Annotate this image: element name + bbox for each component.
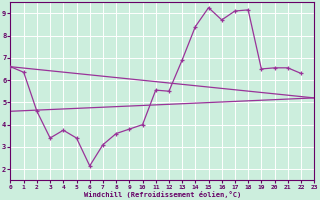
X-axis label: Windchill (Refroidissement éolien,°C): Windchill (Refroidissement éolien,°C) (84, 191, 241, 198)
